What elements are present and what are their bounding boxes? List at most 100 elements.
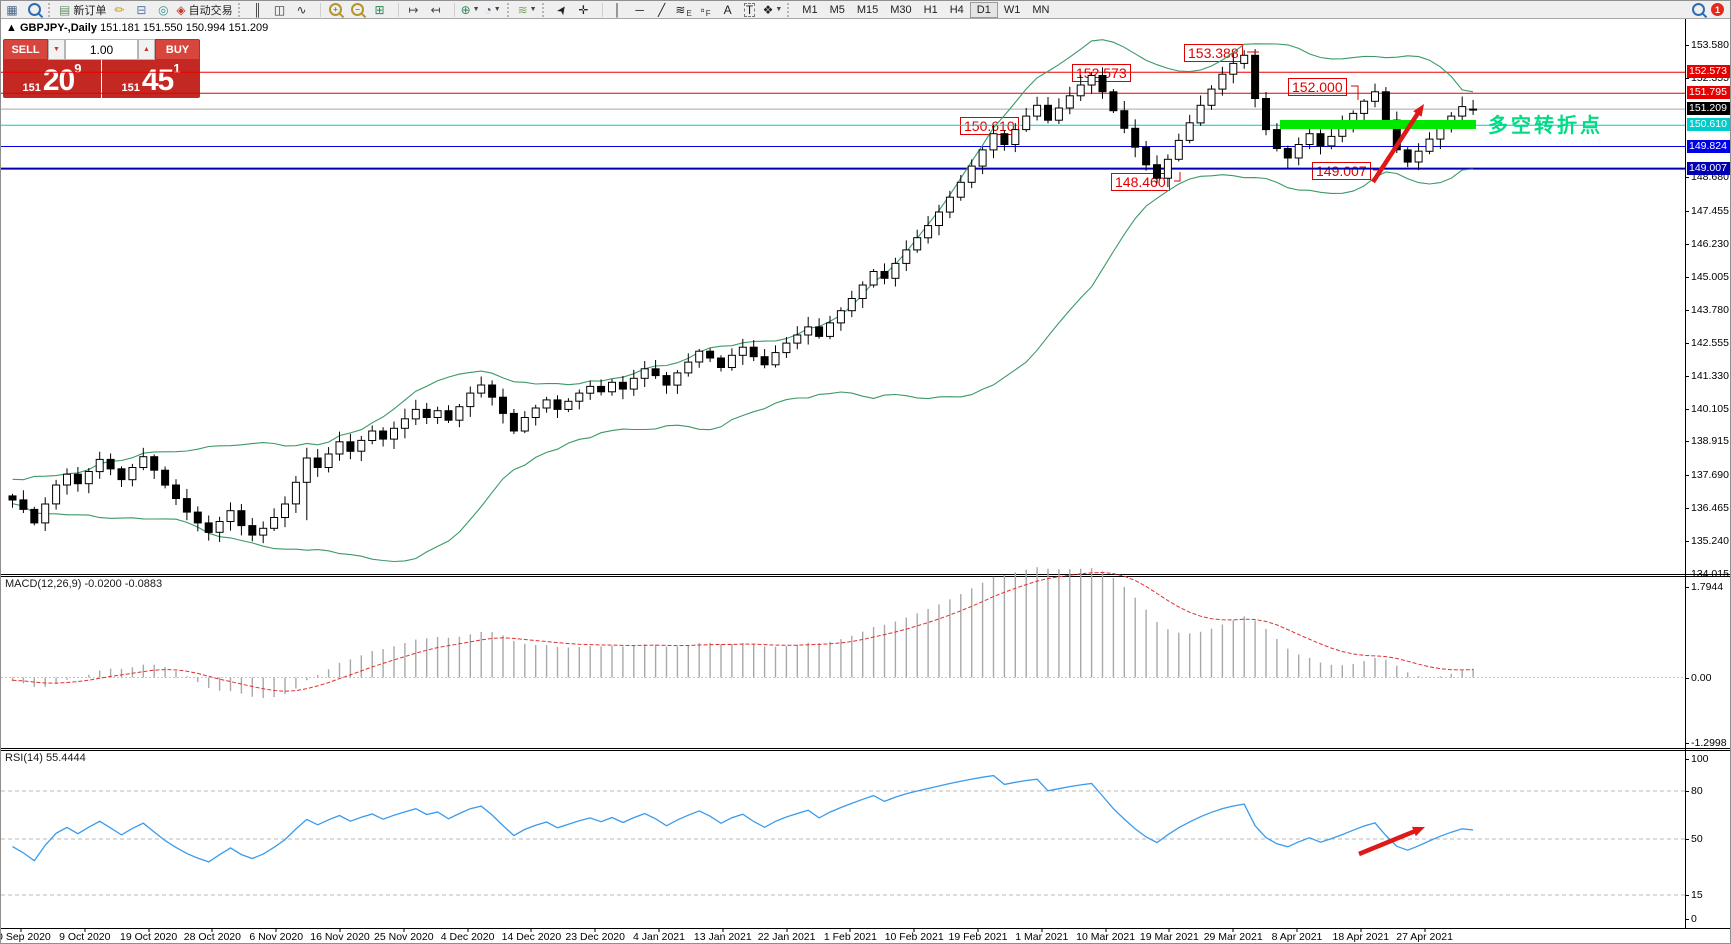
bar-chart-icon[interactable]: ║	[253, 2, 262, 17]
chart-surface[interactable]	[1, 19, 1685, 928]
text-label-icon[interactable]: T	[743, 2, 756, 17]
toolbar-grip	[48, 2, 54, 17]
rsi-tick-mark	[1685, 839, 1689, 840]
price-tick-mark	[1685, 441, 1689, 443]
date-tick-mark	[722, 928, 724, 932]
timeframe-mn[interactable]: MN	[1032, 3, 1050, 16]
line-chart-icon[interactable]: ∿	[296, 2, 307, 17]
timeframe-m1[interactable]: M1	[802, 3, 818, 16]
price-tick-mark	[1685, 409, 1689, 411]
toolbar-grip	[541, 2, 548, 17]
add-indicator-icon[interactable]: ⊕ ▼	[460, 2, 480, 17]
date-label: 1 Mar 2021	[1015, 931, 1069, 943]
horizontal-line-icon[interactable]: ─	[635, 2, 644, 17]
timeframe-d1[interactable]: D1	[969, 1, 998, 18]
new-order-button[interactable]: ▤ 新订单	[59, 2, 107, 17]
sell-button[interactable]: SELL	[3, 39, 48, 60]
volume-down-button[interactable]: ▼	[48, 39, 65, 60]
date-tick-mark	[1232, 928, 1234, 932]
date-label: 8 Apr 2021	[1271, 931, 1323, 943]
chart-shift-icon[interactable]: ↤	[430, 2, 441, 17]
macd-tick-mark	[1685, 743, 1689, 745]
price-tick-label: 137.690	[1691, 468, 1729, 481]
date-label: 28 Oct 2020	[183, 931, 241, 943]
auto-scroll-icon[interactable]: ↦	[408, 2, 419, 17]
printer-icon[interactable]: ⊟	[136, 2, 147, 17]
templates-icon[interactable]: ≋ ▼	[517, 2, 537, 17]
price-tick-mark	[1685, 45, 1689, 46]
price-tick-label: 136.465	[1691, 501, 1729, 514]
vertical-line-icon[interactable]: │	[613, 2, 622, 17]
price-badge-150.610: 150.610	[1687, 118, 1730, 132]
timeframe-h4[interactable]: H4	[949, 3, 964, 16]
date-label: 14 Dec 2020	[501, 931, 562, 943]
date-label: 19 Mar 2021	[1139, 931, 1199, 943]
toolbar-grip	[237, 2, 244, 17]
price-badge-149.007: 149.007	[1687, 161, 1730, 175]
new-window-icon[interactable]: ▦	[6, 2, 18, 17]
autotrading-button[interactable]: ◈ 自动交易	[176, 2, 233, 17]
text-icon[interactable]: A	[723, 2, 732, 17]
rsi-tick-label: 100	[1691, 753, 1709, 765]
chart-title: ▲ GBPJPY-,Daily 151.181 151.550 150.994 …	[6, 22, 268, 34]
timeframe-w1[interactable]: W1	[1003, 3, 1021, 16]
rsi-label: RSI(14) 55.4444	[5, 752, 86, 764]
buy-price[interactable]: 151 45 1	[102, 60, 200, 98]
toolbar-separator	[391, 2, 399, 17]
eraser-icon[interactable]: ✏	[114, 2, 125, 17]
price-tick-label: 153.580	[1691, 39, 1729, 51]
volume-up-button[interactable]: ▲	[138, 39, 155, 60]
price-callout-152.000: 152.000	[1288, 78, 1347, 96]
volume-input[interactable]: 1.00	[65, 39, 138, 60]
rsi-tick-mark	[1685, 895, 1689, 896]
date-tick-mark	[849, 928, 851, 932]
zoom-out-icon[interactable]: −	[347, 2, 369, 18]
macd-tick-label: 1.7944	[1691, 581, 1724, 594]
date-label: 29 Mar 2021	[1203, 931, 1263, 943]
date-tick-mark	[530, 928, 532, 932]
price-tick-mark	[1685, 540, 1689, 542]
buy-button[interactable]: BUY	[155, 39, 200, 60]
zoom-in-icon[interactable]: +	[325, 2, 347, 18]
date-tick-mark	[1105, 928, 1107, 932]
toolbar-separator	[447, 2, 455, 17]
price-tick-mark	[1685, 309, 1689, 311]
price-tick-mark	[1685, 507, 1689, 509]
trendline-icon[interactable]: ╱	[657, 2, 666, 17]
price-tick-label: 147.455	[1691, 204, 1729, 217]
date-tick-mark	[20, 928, 22, 932]
print-preview-icon[interactable]	[23, 2, 45, 18]
timeframe-m30[interactable]: M30	[890, 3, 912, 16]
price-callout-153.388: 153.388	[1184, 44, 1243, 62]
crosshair-icon[interactable]: ✛	[578, 2, 589, 17]
date-label: 22 Jan 2021	[757, 931, 816, 943]
price-tick-mark	[1685, 343, 1689, 344]
date-tick-mark	[148, 928, 150, 932]
date-label: 1 Feb 2021	[823, 931, 877, 943]
timeframe-bar: M1 M5 M15 M30 H1 H4 D1 W1 MN	[796, 1, 1055, 18]
price-callout-149.007: 149.007	[1312, 162, 1371, 180]
rsi-tick-mark	[1685, 759, 1689, 760]
price-tick-label: 135.240	[1691, 534, 1729, 547]
notification-badge[interactable]: 1	[1711, 3, 1724, 16]
search-icon[interactable]	[1692, 3, 1705, 16]
macd-label: MACD(12,26,9) -0.0200 -0.0883	[5, 578, 163, 590]
macd-tick-label: 0.00	[1691, 671, 1712, 684]
sell-price[interactable]: 151 20 9	[3, 60, 101, 98]
timeframe-m5[interactable]: M5	[829, 3, 845, 16]
date-tick-mark	[275, 928, 277, 932]
price-badge-151.209: 151.209	[1687, 102, 1730, 116]
price-tick-mark	[1685, 376, 1689, 378]
equidistant-channel-icon[interactable]: ≋ E	[675, 2, 692, 18]
timeframe-h1[interactable]: H1	[923, 3, 938, 16]
timeframe-m15[interactable]: M15	[856, 3, 879, 16]
candlestick-chart-icon[interactable]: ◫	[273, 2, 286, 17]
signal-icon[interactable]: ◎	[158, 2, 169, 17]
fibonacci-icon[interactable]: ▫ F	[700, 2, 711, 18]
periods-icon[interactable]: ◔ ▼	[484, 2, 501, 17]
cursor-icon[interactable]: ➤	[552, 1, 571, 18]
collapse-arrow-icon[interactable]: ▲	[6, 22, 17, 34]
date-tick-mark	[211, 928, 213, 932]
shapes-icon[interactable]: ❖ ▼	[762, 2, 783, 17]
tile-windows-icon[interactable]: ⊞	[374, 2, 385, 17]
